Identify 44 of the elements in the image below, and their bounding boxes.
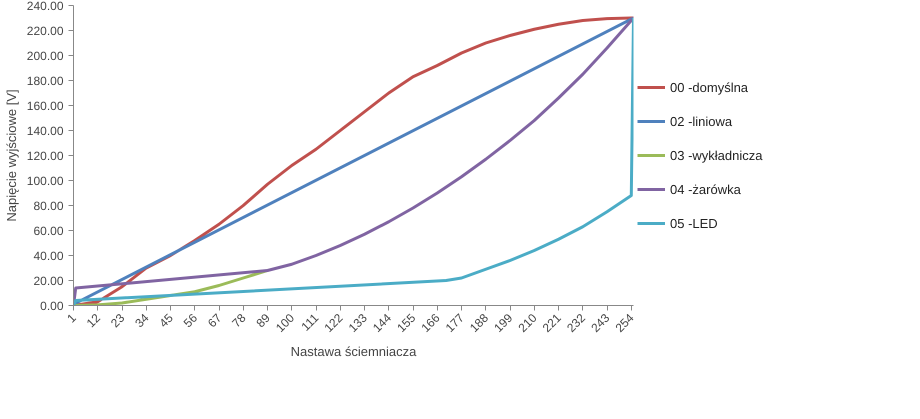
x-tick-label: 243 (588, 310, 613, 335)
legend-label: 02 -liniowa (670, 114, 734, 128)
x-tick-label: 221 (540, 310, 564, 335)
x-tick-label: 177 (442, 310, 468, 335)
y-tick-label: 20.00 (33, 274, 64, 288)
y-tick-label: 200.00 (26, 49, 64, 63)
x-tick-label: 34 (132, 310, 152, 330)
x-tick-label: 133 (346, 310, 370, 335)
x-tick-label: 188 (467, 310, 492, 335)
y-tick-label: 240.00 (26, 0, 64, 13)
legend-label: 03 -wykładnicza (670, 148, 764, 162)
legend-label: 00 -domyślna (670, 80, 750, 94)
y-tick-label: 100.00 (26, 174, 64, 188)
y-tick-label: 0.00 (40, 299, 64, 313)
x-tick-label: 78 (229, 310, 249, 330)
x-tick-label: 1 (64, 310, 80, 326)
x-tick-label: 144 (370, 310, 394, 335)
x-tick-label: 210 (516, 310, 540, 335)
x-tick-label: 232 (564, 310, 588, 335)
y-tick-label: 220.00 (26, 24, 64, 38)
x-tick-label: 199 (491, 310, 516, 335)
x-tick-label: 45 (156, 310, 176, 330)
y-tick-label: 160.00 (26, 99, 64, 113)
x-tick-label: 12 (84, 310, 104, 330)
x-axis-title: Nastawa ściemniacza (290, 344, 418, 360)
x-tick-label: 67 (204, 310, 225, 330)
x-tick-label: 23 (108, 310, 128, 330)
y-tick-label: 60.00 (33, 224, 64, 238)
legend-label: 04 -żarówka (670, 182, 742, 196)
y-tick-label: 80.00 (33, 199, 64, 213)
x-tick-label: 155 (394, 310, 419, 335)
x-tick-label: 122 (322, 310, 346, 335)
x-tick-label: 89 (253, 310, 274, 330)
y-tick-label: 140.00 (26, 124, 64, 138)
x-tick-label: 56 (180, 310, 200, 330)
x-tick-label: 254 (612, 310, 637, 335)
y-axis-title: Napięcie wyjściowe [V] (4, 89, 19, 222)
legend-label: 05 -LED (670, 216, 719, 230)
x-tick-label: 166 (418, 310, 443, 335)
y-tick-label: 40.00 (33, 249, 64, 263)
y-tick-label: 120.00 (26, 149, 64, 163)
y-tick-label: 180.00 (26, 74, 64, 88)
x-tick-label: 100 (273, 310, 298, 335)
x-tick-label: 111 (298, 310, 322, 334)
